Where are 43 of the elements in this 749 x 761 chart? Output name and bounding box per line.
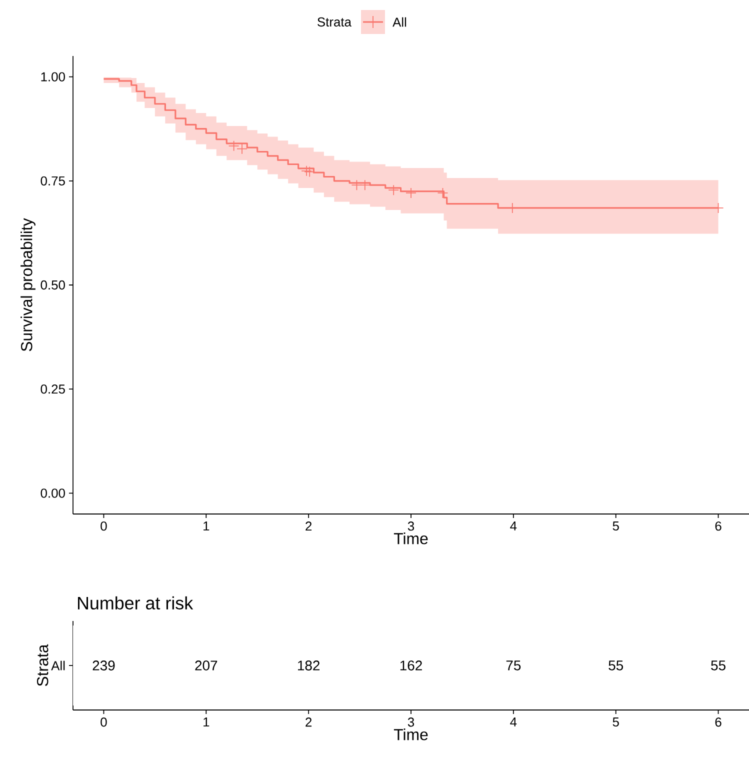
y-tick-label: 0.00: [40, 488, 65, 498]
x-tick-label: 1: [204, 718, 210, 726]
x-tick-label: 3: [408, 522, 414, 531]
x-axis-title: Time: [394, 728, 428, 740]
y-tick-label: 1.00: [41, 72, 65, 82]
x-tick-label: 0: [100, 522, 107, 531]
point: [301, 165, 312, 176]
x-tick-label: 3: [408, 718, 414, 727]
y-axis-title: Survival probability: [20, 218, 36, 352]
chart-title: Number at risk: [78, 596, 194, 610]
x-tick-label: 4: [510, 522, 517, 530]
x-axis-title: Time: [394, 532, 428, 544]
y-tick-label: 0.50: [40, 280, 65, 290]
data-label: 207: [195, 660, 218, 670]
data-label: 239: [92, 660, 115, 670]
x-tick-label: 2: [306, 718, 312, 727]
data-label: 162: [400, 660, 422, 670]
y-axis-title: Strata: [36, 644, 48, 686]
point: [228, 140, 240, 152]
point: [236, 143, 248, 154]
y-tick-label: 0.25: [40, 384, 65, 394]
x-tick-label: 5: [612, 718, 619, 727]
data-label: 55: [711, 660, 726, 670]
x-tick-label: 5: [612, 522, 619, 531]
data-label: 75: [506, 660, 521, 670]
data-label: 55: [608, 660, 624, 670]
x-tick-label: 0: [100, 718, 107, 727]
point: [359, 180, 370, 191]
point: [351, 180, 362, 191]
y-tick-label: 0.75: [40, 176, 65, 186]
point: [437, 188, 448, 198]
x-tick-label: 2: [306, 522, 312, 531]
x-tick-label: 4: [510, 718, 517, 726]
x-tick-label: 6: [715, 718, 722, 727]
point: [388, 184, 400, 196]
data-label: 182: [298, 660, 320, 670]
y-tick-label: All: [51, 660, 65, 670]
legend-title: Strata: [318, 17, 352, 27]
point: [304, 166, 316, 178]
point: [406, 188, 416, 198]
x-tick-label: 1: [204, 522, 210, 530]
legend-label: All: [392, 17, 406, 27]
x-tick-label: 6: [715, 522, 722, 531]
